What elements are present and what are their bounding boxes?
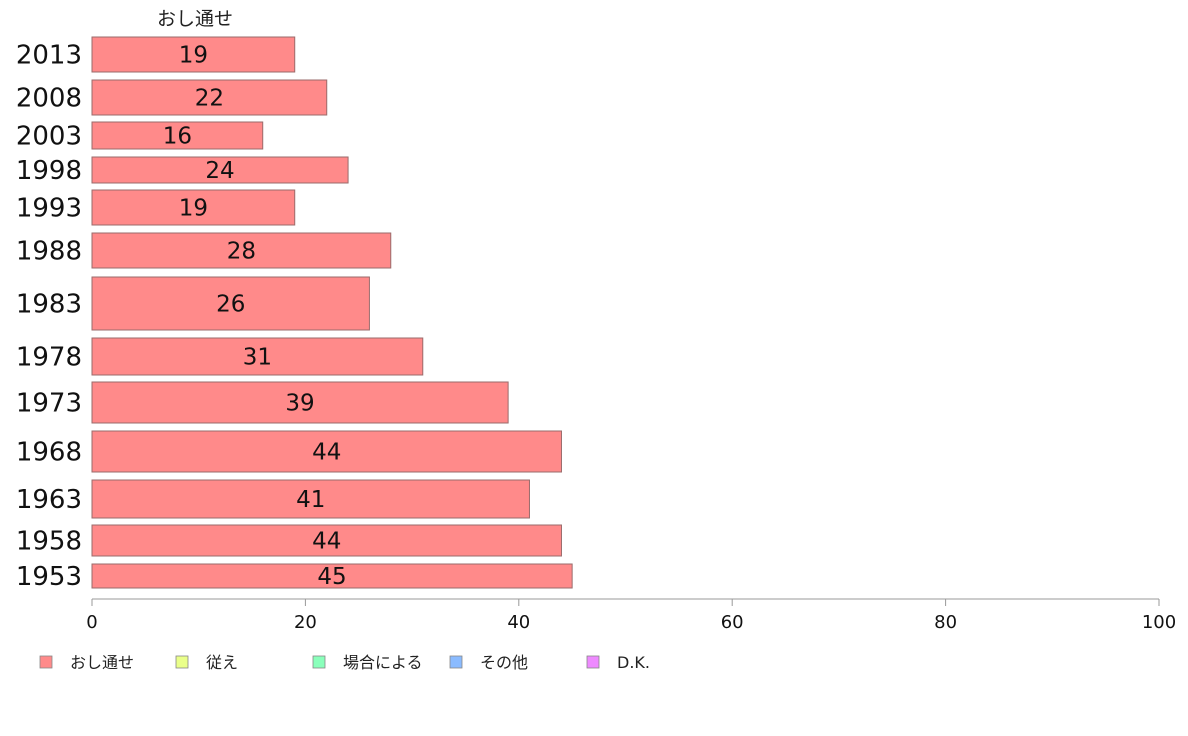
value-label: 44 (312, 529, 341, 555)
bar-1983 (91, 276, 370, 331)
category-label: 1958 (16, 527, 82, 557)
value-label: 28 (227, 239, 256, 265)
x-tick-label: 80 (934, 612, 957, 633)
bar-1958 (91, 524, 562, 557)
legend-swatch (175, 655, 189, 669)
category-label: 1968 (16, 438, 82, 468)
bar-1993 (91, 189, 296, 226)
bar-1973 (91, 381, 509, 424)
bar-1953 (91, 563, 573, 589)
x-tick-label: 20 (294, 612, 317, 633)
category-label: 1998 (16, 156, 82, 186)
category-label: 2013 (16, 41, 82, 71)
bar-1963 (91, 479, 530, 519)
bar-2008 (91, 79, 328, 116)
legend-label: D.K. (617, 653, 650, 672)
legend-label: 場合による (343, 653, 423, 672)
category-label: 1978 (16, 343, 82, 373)
category-label: 1988 (16, 237, 82, 267)
bars: 2013 19 2008 22 2003 16 1998 24 1993 19 1988 28 1983… (16, 36, 573, 592)
bar-1998 (91, 156, 349, 184)
value-label: 45 (317, 564, 346, 590)
value-label: 44 (312, 440, 341, 466)
category-label: 1963 (16, 485, 82, 515)
category-label: 1953 (16, 562, 82, 592)
legend-swatch (39, 655, 53, 669)
category-label: 2003 (16, 122, 82, 152)
x-tick-label: 100 (1142, 612, 1176, 633)
category-label: 2008 (16, 84, 82, 114)
bar-1978 (91, 337, 424, 376)
legend-label: おし通せ (70, 653, 134, 672)
legend-label: その他 (480, 653, 528, 672)
value-label: 19 (179, 43, 208, 69)
legend: おし通せ 従え 場合による その他 D.K. (39, 653, 650, 672)
series-header: おし通せ (157, 8, 233, 30)
x-axis: 0 20 40 60 80 100 (86, 598, 1176, 633)
bar-1968 (91, 430, 562, 473)
value-label: 39 (285, 391, 314, 417)
value-label: 16 (163, 124, 192, 150)
category-label: 1993 (16, 194, 82, 224)
legend-swatch (586, 655, 600, 669)
legend-swatch (312, 655, 326, 669)
legend-label: 従え (206, 653, 238, 672)
value-label: 41 (296, 487, 325, 513)
value-label: 31 (243, 345, 272, 371)
bar-2013 (91, 36, 296, 73)
legend-swatch (449, 655, 463, 669)
x-tick-label: 60 (721, 612, 744, 633)
x-tick-label: 0 (86, 612, 97, 633)
value-label: 19 (179, 196, 208, 222)
bar-1988 (91, 232, 392, 269)
value-label: 22 (195, 86, 224, 112)
x-tick-label: 40 (507, 612, 530, 633)
bar-2003 (91, 121, 264, 150)
category-label: 1983 (16, 290, 82, 320)
category-label: 1973 (16, 389, 82, 419)
value-label: 24 (205, 158, 234, 184)
value-label: 26 (216, 292, 245, 318)
